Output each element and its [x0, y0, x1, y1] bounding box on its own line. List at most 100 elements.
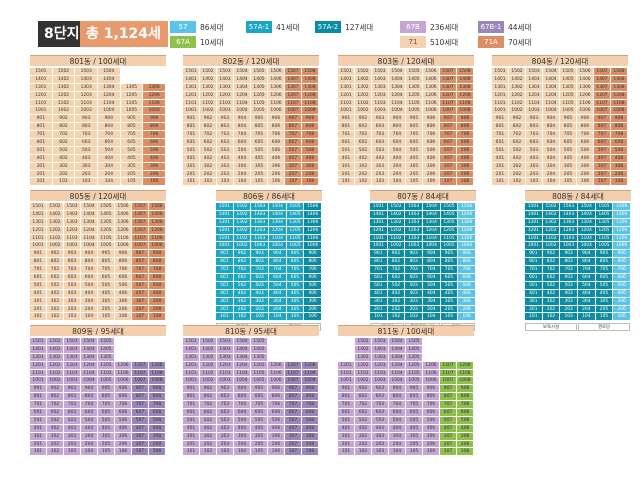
unit-cell: 1003	[64, 242, 81, 251]
unit-cell: 501	[183, 146, 200, 155]
unit-cell: 201	[183, 170, 200, 179]
unit-cell: 1106	[268, 369, 285, 378]
unit-cell: 1108	[149, 234, 166, 243]
unit-cell	[268, 338, 285, 346]
unit-cell: 902	[47, 385, 64, 394]
unit-cell: 1101	[216, 234, 234, 243]
legend-label: 10세대	[200, 37, 224, 47]
unit-cell: 1505	[251, 68, 268, 76]
unit-cell: 1504	[577, 203, 596, 211]
unit-cell: 1508	[149, 203, 166, 211]
unit-cell: 901	[183, 385, 200, 394]
unit-cell: 1404	[543, 75, 560, 84]
unit-cell: 1407	[285, 75, 302, 84]
unit-cell: 805	[251, 393, 268, 402]
unit-cell: 308	[302, 162, 319, 171]
unit-cell: 703	[251, 266, 269, 275]
unit-cell: 307	[440, 162, 457, 171]
unit-cell: 1005	[595, 242, 614, 251]
unit-cell: 1005	[120, 107, 144, 116]
unit-cell: 307	[440, 432, 457, 441]
unit-cell: 304	[577, 297, 596, 306]
unit-cell: 201	[30, 305, 47, 314]
unit-cell: 307	[285, 432, 302, 441]
unit-cell: 1008	[457, 377, 474, 386]
unit-cell: 1108	[302, 99, 319, 108]
unit-cell: 1404	[81, 345, 98, 354]
unit-cell: 702	[387, 266, 406, 275]
unit-cell: 305	[98, 432, 115, 441]
unit-cell: 705	[286, 266, 305, 275]
unit-cell: 101	[30, 448, 47, 457]
unit-cell: 504	[81, 416, 98, 425]
unit-cell: 1303	[217, 353, 234, 362]
unit-cell: 905	[98, 250, 115, 259]
unit-cell: 306	[115, 297, 132, 306]
unit-cell: 801	[30, 393, 47, 402]
unit-cell: 302	[200, 162, 217, 171]
unit-cell: 503	[526, 146, 543, 155]
unit-cell: 404	[97, 154, 121, 163]
unit-cell: 1103	[372, 99, 389, 108]
unit-cell	[115, 353, 132, 362]
unit-cell: 1103	[217, 369, 234, 378]
unit-cell: 504	[268, 281, 287, 290]
unit-cell: 1207	[132, 226, 149, 235]
unit-cell: 1206	[577, 91, 594, 100]
unit-cell: 1105	[440, 234, 459, 243]
legend-swatch: 57	[170, 21, 196, 33]
unit-cell: 301	[525, 297, 543, 306]
unit-cell: 1508	[302, 68, 319, 76]
unit-cell: 307	[132, 432, 149, 441]
unit-cell: 1404	[97, 75, 121, 84]
unit-cell: 1005	[440, 242, 459, 251]
unit-cell: 706	[423, 131, 440, 140]
unit-cell: 202	[233, 305, 252, 314]
unit-cell: 707	[132, 401, 149, 410]
unit-cell: 705	[251, 131, 268, 140]
unit-cell: 308	[457, 162, 474, 171]
unit-cell: 1102	[47, 234, 64, 243]
unit-cell: 806	[458, 258, 476, 267]
unit-cell: 1504	[543, 68, 560, 76]
unit-cell: 207	[285, 440, 302, 449]
unit-grid: 1501 1502 1503 1504 1505 1506 1507 1508 1401 1402…	[338, 68, 474, 187]
unit-cell: 106	[115, 448, 132, 457]
unit-cell: 803	[217, 123, 234, 132]
unit-cell: 203	[251, 305, 269, 314]
legend-item: 67A 10세대	[170, 36, 223, 48]
building-title: 802동 / 120세대	[183, 55, 319, 66]
unit-cell: 503	[217, 146, 234, 155]
unit-cell: 1401	[30, 210, 47, 219]
unit-cell: 908	[149, 385, 166, 394]
unit-cell: 1005	[406, 107, 423, 116]
unit-cell: 1505	[98, 338, 115, 346]
unit-cell: 108	[149, 448, 166, 457]
unit-cell: 208	[149, 305, 166, 314]
unit-cell: 1503	[217, 338, 234, 346]
unit-cell: 504	[389, 146, 406, 155]
unit-cell: 802	[355, 393, 372, 402]
unit-cell: 503	[560, 281, 578, 290]
unit-cell: 701	[370, 266, 388, 275]
unit-cell: 1007	[285, 107, 302, 116]
unit-cell: 702	[509, 131, 526, 140]
unit-cell: 1304	[389, 353, 406, 362]
unit-cell: 303	[372, 162, 389, 171]
unit-cell: 1201	[183, 361, 200, 370]
unit-cell: 1201	[370, 226, 388, 235]
unit-cell: 1007	[132, 377, 149, 386]
unit-cell: 1501	[30, 203, 47, 211]
unit-cell: 1406	[458, 210, 476, 219]
unit-cell	[338, 353, 355, 362]
unit-cell: 302	[233, 297, 252, 306]
unit-cell: 1104	[389, 99, 406, 108]
unit-cell: 202	[387, 305, 406, 314]
unit-cell: 1101	[338, 99, 355, 108]
unit-cell: 405	[440, 289, 459, 298]
unit-cell: 1504	[422, 203, 441, 211]
unit-cell: 405	[251, 154, 268, 163]
unit-cell: 503	[75, 146, 98, 155]
unit-cell: 1104	[97, 99, 121, 108]
unit-cell: 1301	[370, 218, 388, 227]
